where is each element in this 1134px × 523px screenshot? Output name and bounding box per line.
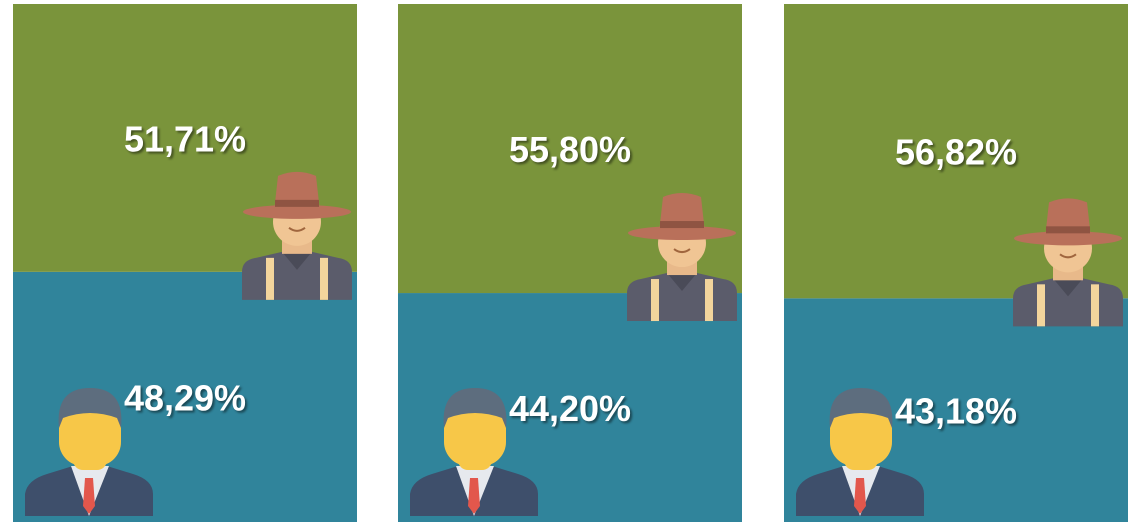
icon-part <box>1091 284 1099 326</box>
icon-part <box>320 258 328 300</box>
icon-part <box>243 205 351 219</box>
value-label: 56,82% <box>895 132 1017 173</box>
value-label: 48,29% <box>124 377 246 418</box>
icon-part <box>266 258 274 300</box>
icon-part <box>1037 284 1045 326</box>
icon-part <box>628 226 736 240</box>
icon-part <box>1046 226 1090 233</box>
value-label: 44,20% <box>509 388 631 429</box>
value-label: 43,18% <box>895 391 1017 432</box>
icon-part <box>651 279 659 321</box>
icon-part <box>705 279 713 321</box>
value-label: 55,80% <box>509 129 631 170</box>
chart: 48,29% 51,71% 44,20% 55,80% 43,18% 56,82% <box>0 0 1134 523</box>
icon-part <box>1014 231 1122 245</box>
icon-part <box>660 221 704 228</box>
value-label: 51,71% <box>124 118 246 159</box>
icon-part <box>275 200 319 207</box>
